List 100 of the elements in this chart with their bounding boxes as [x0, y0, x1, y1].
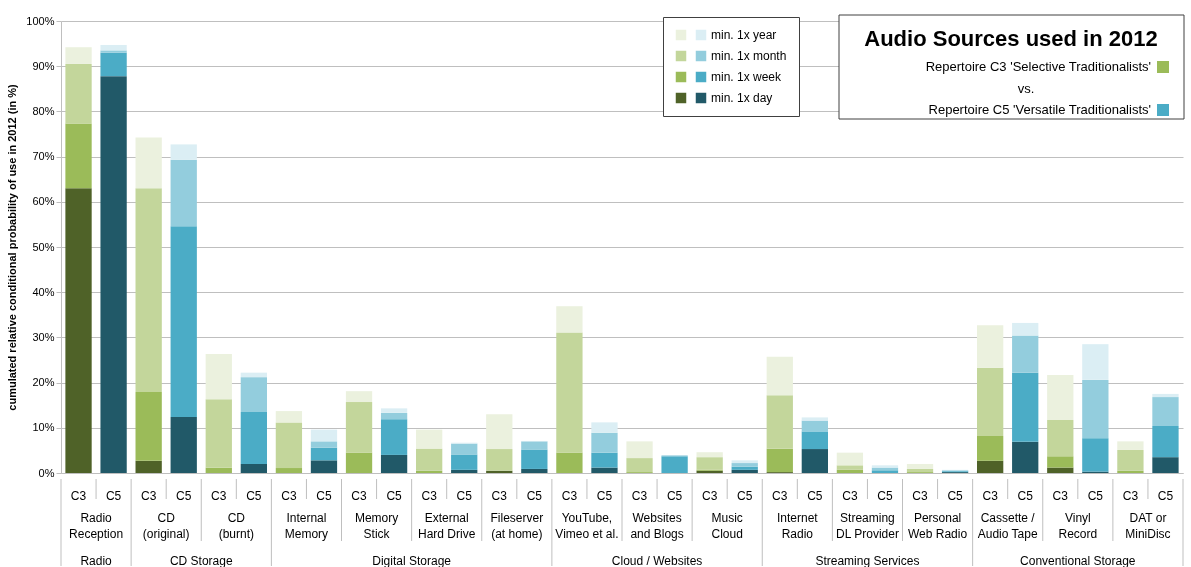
bar — [977, 435, 1004, 461]
x-tick-label: C3 — [421, 489, 438, 503]
bar — [696, 452, 723, 458]
bar — [275, 468, 303, 473]
x-tick-label: C3 — [842, 489, 858, 503]
bar — [1152, 425, 1179, 458]
bar — [801, 449, 828, 473]
x-tick-label: C5 — [737, 489, 753, 503]
x-tick-label: C3 — [701, 489, 718, 503]
bar — [345, 391, 373, 403]
text: Conventional Storage — [1020, 554, 1136, 567]
bar — [1012, 322, 1039, 336]
text: Memory Stick — [354, 511, 399, 541]
bar — [65, 63, 92, 124]
text: Streaming DL Provider — [835, 511, 899, 541]
y-tick-label: 60% — [32, 195, 55, 208]
text: Cassette / Audio Tape — [977, 511, 1038, 541]
text: Internal Memory — [284, 511, 329, 541]
x-tick-label: C5 — [386, 489, 403, 503]
bar — [310, 447, 338, 461]
bar — [977, 325, 1004, 368]
bar — [977, 367, 1004, 436]
text: Radio Reception — [69, 511, 124, 541]
y-tick-label: 0% — [38, 466, 55, 479]
bar — [451, 443, 478, 455]
bar — [556, 452, 583, 473]
x-tick-label: C3 — [772, 489, 788, 503]
bar — [1152, 457, 1179, 473]
bar — [310, 441, 338, 448]
bar — [100, 76, 127, 473]
bar — [766, 448, 793, 473]
y-tick-label: 50% — [32, 240, 55, 253]
x-tick-label: C3 — [70, 489, 87, 503]
x-tick-label: C5 — [807, 489, 823, 503]
bar — [380, 454, 408, 473]
bar — [345, 452, 373, 473]
x-tick-label: C3 — [211, 489, 227, 503]
legend-label: min. 1x month — [711, 49, 787, 63]
x-tick-label: C3 — [561, 489, 578, 503]
text: Music Cloud — [711, 511, 743, 541]
bar — [240, 411, 267, 464]
x-tick-label: C5 — [526, 489, 543, 503]
x-tick-label: C3 — [281, 489, 297, 503]
y-tick-label: 70% — [32, 150, 55, 163]
bar — [696, 457, 723, 470]
text: Personal Web Radio — [907, 511, 968, 541]
bar — [135, 460, 162, 473]
bar — [345, 402, 373, 453]
bar — [135, 137, 162, 189]
x-tick-label: C3 — [491, 489, 508, 503]
text: External Hard Drive — [418, 511, 476, 541]
bar — [275, 422, 303, 469]
y-tick-label: 90% — [32, 59, 55, 72]
x-tick-label: C5 — [105, 489, 122, 503]
bar — [240, 463, 267, 473]
bar — [135, 392, 162, 461]
bar — [591, 467, 618, 473]
bar — [906, 468, 934, 473]
annotation: Repertoire C5 'Versatile Traditionalists' — [928, 102, 1151, 117]
text: Streaming Services — [815, 554, 920, 567]
bar — [1012, 335, 1039, 373]
bar — [451, 469, 478, 473]
x-tick-label: C5 — [666, 489, 683, 503]
x-tick-label: C3 — [1122, 489, 1139, 503]
bar — [836, 452, 864, 466]
text: CD (burnt) — [218, 511, 254, 541]
legend-label: min. 1x week — [711, 70, 783, 84]
bar — [661, 456, 688, 473]
legend-label: min. 1x year — [711, 28, 777, 42]
text: Fileserver (at home) — [490, 511, 544, 541]
bar — [275, 411, 303, 423]
bar — [65, 47, 92, 64]
bar — [170, 144, 197, 160]
x-tick-label: C3 — [351, 489, 368, 503]
bar — [1047, 374, 1074, 421]
bar — [170, 159, 197, 227]
bar — [65, 188, 92, 473]
annotation: vs. — [1017, 81, 1035, 96]
text: CD Storage — [169, 554, 233, 567]
bar — [310, 460, 338, 473]
text: Vinyl Record — [1058, 511, 1098, 541]
bar — [100, 52, 127, 77]
bar — [205, 399, 232, 468]
text: Digital Storage — [372, 554, 452, 567]
bar — [766, 356, 793, 396]
bar — [1117, 470, 1144, 473]
x-tick-label: C5 — [246, 489, 262, 503]
x-tick-label: C3 — [631, 489, 648, 503]
x-tick-label: C3 — [140, 489, 157, 503]
bar — [416, 448, 443, 471]
bar — [240, 377, 267, 412]
bar — [1117, 449, 1144, 471]
bar — [521, 468, 548, 473]
bar — [906, 463, 934, 469]
bar — [591, 432, 618, 453]
bar — [521, 449, 548, 469]
bar — [521, 441, 548, 450]
bar — [100, 44, 127, 51]
bar — [170, 416, 197, 473]
x-tick-label: C5 — [316, 489, 332, 503]
